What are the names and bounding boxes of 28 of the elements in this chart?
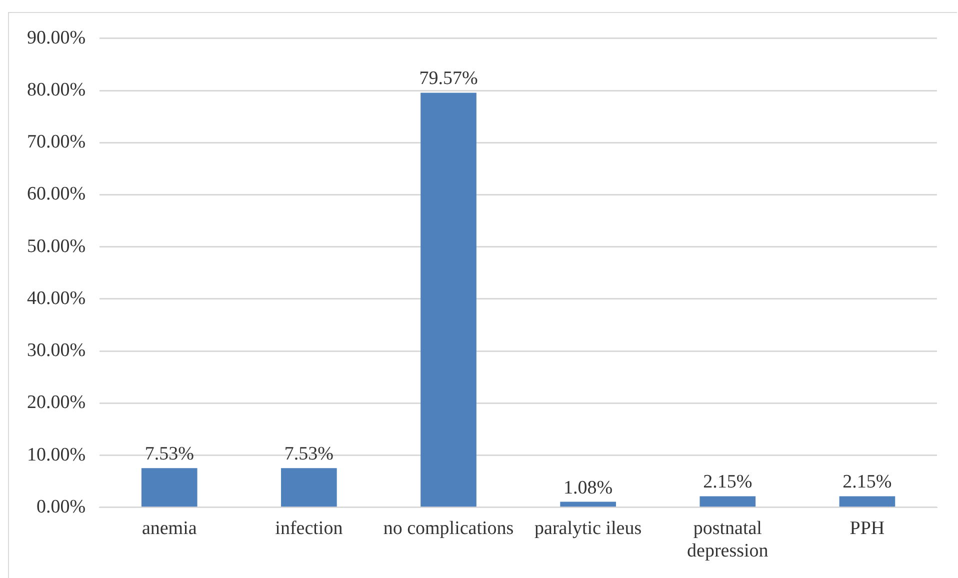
y-tick-label: 70.00% [27, 132, 86, 153]
bar [839, 496, 896, 507]
bar [560, 502, 616, 507]
y-tick-label: 0.00% [36, 496, 86, 518]
data-label: 79.57% [419, 68, 478, 90]
data-label: 1.08% [564, 477, 613, 498]
x-tick-label: postnatal depression [687, 518, 769, 562]
x-tick-label: no complications [383, 518, 514, 539]
x-tick-label: anemia [142, 518, 198, 539]
y-tick-label: 80.00% [27, 79, 86, 100]
y-tick-label: 50.00% [27, 236, 86, 257]
bar [281, 468, 337, 507]
data-label: 7.53% [284, 444, 334, 465]
x-tick-label: paralytic ileus [534, 518, 642, 539]
x-tick-label: PPH [850, 518, 885, 539]
data-label: 2.15% [703, 472, 752, 493]
data-label: 2.15% [842, 472, 892, 493]
y-tick-label: 10.00% [27, 444, 86, 466]
y-tick-label: 20.00% [27, 392, 86, 414]
x-tick-label: infection [275, 518, 344, 539]
data-label: 7.53% [144, 444, 194, 465]
y-tick-label: 30.00% [27, 340, 86, 362]
y-tick-label: 40.00% [27, 288, 86, 309]
bar [141, 468, 198, 507]
bar [700, 496, 756, 507]
y-tick-label: 90.00% [27, 27, 86, 48]
y-tick-label: 60.00% [27, 184, 86, 205]
bar [420, 92, 476, 507]
